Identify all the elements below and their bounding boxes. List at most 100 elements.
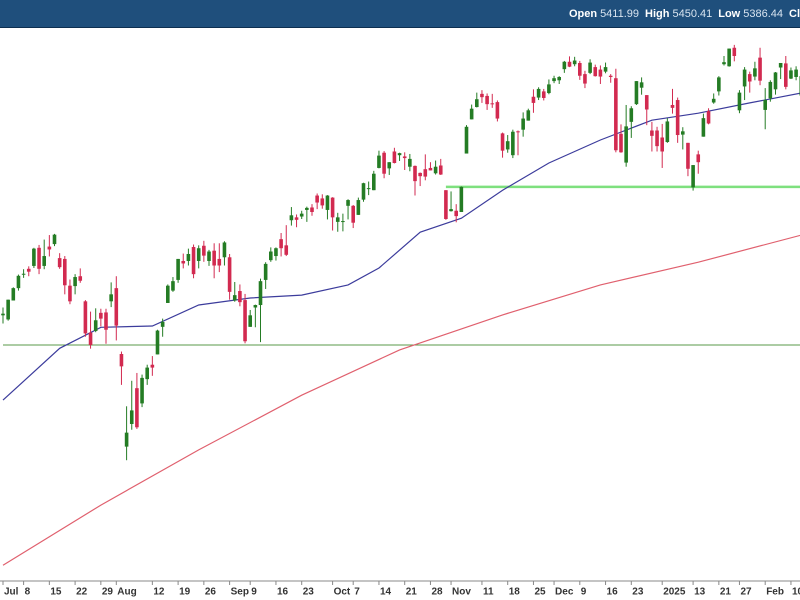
candle-body bbox=[768, 81, 773, 99]
candle-body bbox=[639, 82, 644, 88]
x-tick-label: 9 bbox=[581, 587, 587, 598]
candle-body bbox=[57, 258, 62, 268]
candle-body bbox=[747, 74, 752, 82]
x-tick-label: 21 bbox=[406, 587, 418, 598]
candle-body bbox=[624, 126, 628, 163]
x-tick-label: 7 bbox=[354, 587, 360, 598]
candle-body bbox=[346, 200, 350, 206]
candle-body bbox=[32, 248, 36, 266]
candle-body bbox=[644, 95, 649, 110]
candle-body bbox=[495, 102, 500, 119]
candle-body bbox=[665, 121, 670, 143]
candle-body bbox=[660, 137, 664, 152]
candle-body bbox=[269, 251, 273, 261]
candle-body bbox=[330, 197, 335, 218]
candle-body bbox=[742, 69, 747, 87]
candle-body bbox=[557, 76, 561, 81]
candle-body bbox=[706, 111, 711, 124]
candle-body bbox=[78, 276, 83, 281]
candle-body bbox=[372, 173, 376, 191]
candle-body bbox=[505, 141, 510, 150]
candle-body bbox=[181, 260, 186, 264]
x-tick-label: Nov bbox=[452, 587, 471, 598]
candle-body bbox=[650, 130, 654, 136]
x-tick-label: 11 bbox=[483, 587, 494, 598]
candle-body bbox=[335, 217, 340, 222]
moving-average bbox=[2, 234, 800, 566]
candle-body bbox=[124, 432, 129, 447]
x-tick-label: 9 bbox=[251, 587, 257, 598]
candle-body bbox=[485, 95, 489, 105]
header-label: Open bbox=[568, 7, 598, 20]
x-tick-label: 15 bbox=[50, 587, 62, 598]
candle-body bbox=[366, 188, 371, 190]
candle-body bbox=[135, 388, 139, 428]
candle-body bbox=[598, 69, 603, 77]
candle-body bbox=[588, 62, 592, 73]
candle-body bbox=[603, 67, 608, 72]
header-label: High bbox=[645, 7, 670, 20]
x-tick-label: Aug bbox=[117, 587, 136, 598]
candle-body bbox=[686, 142, 690, 169]
x-tick-label: 16 bbox=[277, 587, 289, 598]
candle-body bbox=[531, 96, 536, 103]
candle-body bbox=[382, 152, 386, 174]
candle-body bbox=[310, 207, 314, 212]
x-tick-label: Oct bbox=[334, 587, 351, 598]
header-label: Cl bbox=[789, 7, 800, 20]
x-tick-label: Sep bbox=[231, 587, 249, 598]
candle-body bbox=[629, 108, 634, 122]
header-bar: Open 5411.99 High 5450.41 Low 5386.44 Cl bbox=[0, 0, 800, 28]
candle-body bbox=[433, 166, 438, 174]
candle-body bbox=[773, 72, 778, 90]
candle-body bbox=[284, 245, 289, 255]
candle-body bbox=[578, 62, 582, 76]
candle-body bbox=[670, 104, 675, 108]
candle-body bbox=[691, 165, 695, 188]
x-tick-label: 21 bbox=[720, 587, 732, 598]
candle-body bbox=[191, 246, 196, 275]
candle-body bbox=[428, 167, 433, 171]
candle-body bbox=[717, 77, 721, 92]
header-value: 5386.44 bbox=[743, 7, 783, 20]
x-tick-label: 12 bbox=[153, 587, 165, 598]
candle-body bbox=[593, 67, 598, 77]
candle-body bbox=[263, 263, 268, 280]
candle-body bbox=[722, 62, 726, 65]
candle-body bbox=[129, 410, 134, 424]
candle-body bbox=[516, 131, 520, 133]
candle-body bbox=[675, 100, 680, 136]
candle-body bbox=[475, 99, 479, 108]
candle-body bbox=[727, 48, 731, 67]
candle-body bbox=[1, 313, 5, 316]
candle-body bbox=[655, 130, 659, 147]
candle-body bbox=[701, 118, 706, 137]
candle-body bbox=[11, 288, 16, 301]
header-value: 5411.99 bbox=[600, 7, 640, 20]
x-tick-label: Jul bbox=[4, 587, 19, 598]
candle-body bbox=[413, 165, 417, 182]
header-label: Low bbox=[718, 7, 741, 20]
moving-average bbox=[2, 92, 800, 401]
candle-body bbox=[68, 285, 72, 302]
candle-body bbox=[47, 246, 52, 250]
candle-body bbox=[37, 247, 41, 269]
candle-body bbox=[418, 172, 422, 177]
x-tick-label: 23 bbox=[632, 587, 644, 598]
candle-body bbox=[171, 281, 175, 291]
candle-body bbox=[763, 100, 767, 110]
candle-body bbox=[356, 200, 361, 215]
x-tick-label: 23 bbox=[303, 587, 315, 598]
candle-body bbox=[444, 190, 448, 219]
candle-body bbox=[521, 118, 525, 130]
candle-body bbox=[150, 364, 155, 368]
x-tick-label: 13 bbox=[694, 587, 706, 598]
candle-body bbox=[93, 320, 98, 331]
candle-body bbox=[217, 258, 222, 266]
candle-body bbox=[737, 92, 742, 111]
candle-body bbox=[536, 88, 541, 98]
header-item: High 5450.41 bbox=[645, 8, 712, 20]
x-tick-label: 8 bbox=[25, 587, 31, 598]
candle-body bbox=[526, 110, 531, 121]
